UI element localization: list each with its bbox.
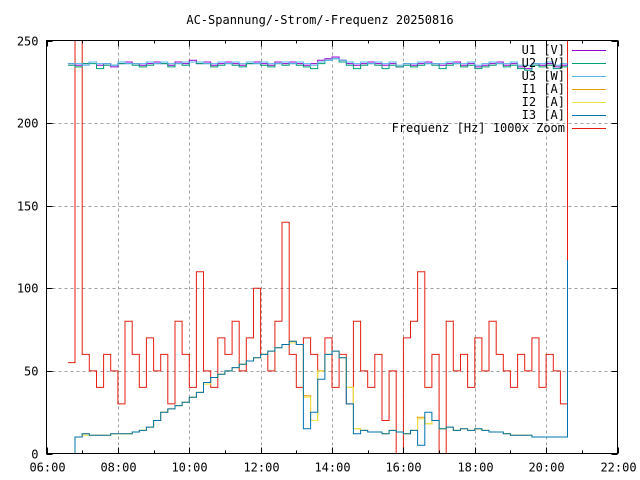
chart-title: AC-Spannung/-Strom/-Frequenz 20250816 <box>186 13 453 27</box>
legend-label: I2 [A] <box>522 95 565 109</box>
x-tick-label: 16:00 <box>385 461 421 475</box>
legend-label: I1 [A] <box>522 82 565 96</box>
x-tick-label: 10:00 <box>171 461 207 475</box>
x-tick-label: 18:00 <box>457 461 493 475</box>
series-line-i3-a <box>67 260 568 454</box>
legend-label: Frequenz [Hz] 1000x Zoom <box>392 121 565 135</box>
y-tick-label: 0 <box>31 448 38 462</box>
legend-label: U2 [V] <box>522 56 565 70</box>
x-tick-label: 14:00 <box>314 461 350 475</box>
legend: U1 [V]U2 [V]U3 [W]I1 [A]I2 [A]I3 [A]Freq… <box>392 43 606 135</box>
x-tick-label: 06:00 <box>29 461 65 475</box>
x-tick-label: 22:00 <box>600 461 636 475</box>
y-tick-label: 100 <box>17 282 39 296</box>
x-tick-label: 12:00 <box>243 461 279 475</box>
y-tick-label: 150 <box>17 200 39 214</box>
y-tick-label: 200 <box>17 117 39 131</box>
ticks: 06:00 08:00 10:00 12:00 14:00 16:00 18:00 20:00… <box>17 35 637 475</box>
x-tick-label: 20:00 <box>528 461 564 475</box>
legend-label: I3 [A] <box>522 108 565 122</box>
series-lines <box>67 40 568 454</box>
y-tick-label: 50 <box>24 365 38 379</box>
legend-label: U3 [W] <box>522 69 565 83</box>
x-tick-label: 08:00 <box>100 461 136 475</box>
series-line-u3-w <box>67 58 568 66</box>
grid <box>46 40 618 454</box>
legend-label: U1 [V] <box>522 43 565 57</box>
y-tick-label: 250 <box>17 35 39 49</box>
